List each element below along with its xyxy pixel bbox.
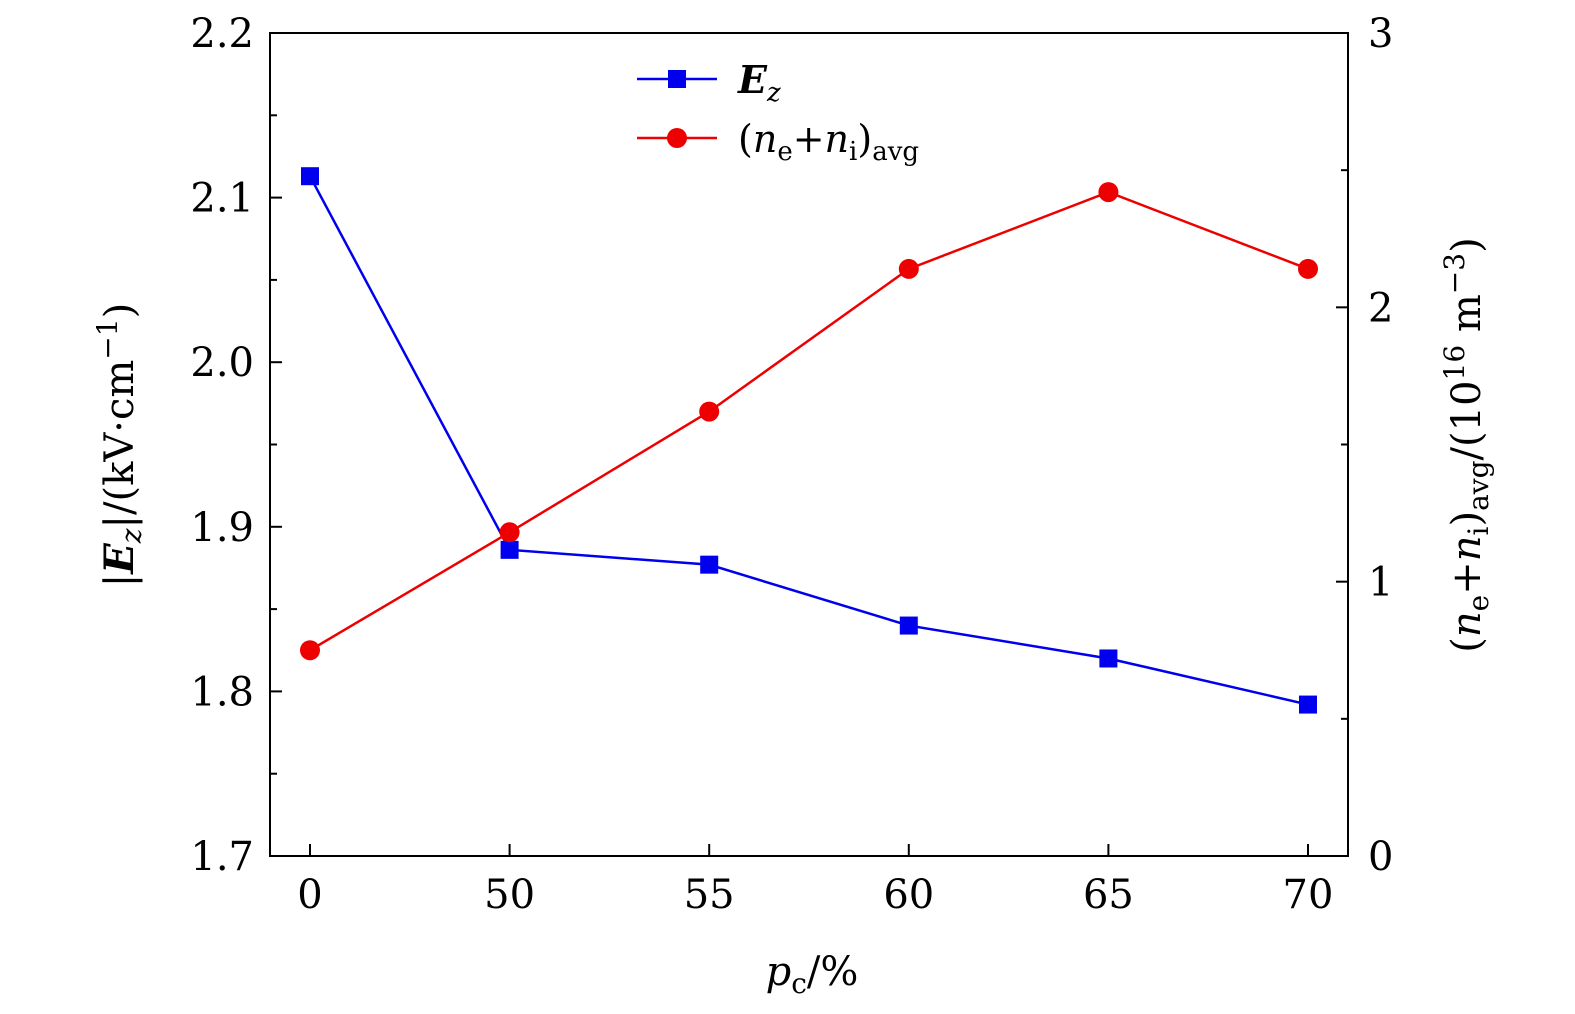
right-tick-label: 0 [1368,834,1393,880]
series-lines [308,175,1309,706]
right-axis-ticks: 0 1 2 3 [1336,11,1393,880]
left-tick-label: 2.2 [190,11,254,57]
left-tick-label: 1.9 [190,505,254,551]
legend-ez-marker [668,70,686,88]
legend-item-ez: Ez [637,57,781,108]
left-axis-ticks: 1.7 1.8 1.9 2.0 2.1 2.2 [190,11,282,880]
legend: Ez (ne+ni)avg [637,57,919,167]
ez-point [899,616,918,635]
left-tick-label: 2.1 [190,176,254,222]
density-point [499,522,520,543]
density-point [1098,182,1119,203]
x-tick-label: 65 [1083,872,1134,918]
right-y-axis-label: (ne+ni)avg/(1016 m−3) [1438,237,1495,652]
legend-ez-label: Ez [737,57,781,108]
ez-point [500,540,519,559]
ez-point [1099,649,1118,668]
density-point [699,401,720,422]
left-tick-label: 1.8 [190,669,254,715]
x-tick-label: 60 [883,872,934,918]
ez-point [700,555,719,574]
legend-density-label: (ne+ni)avg [738,117,919,167]
legend-item-density: (ne+ni)avg [637,117,919,167]
left-tick-label: 2.0 [190,340,254,386]
right-tick-label: 3 [1368,11,1393,57]
density-point [1298,258,1318,279]
series-line-square [308,175,1309,706]
right-tick-label: 2 [1368,285,1393,331]
ez-point [301,167,319,186]
left-y-axis-label: |Ez|/(kV·cm−1) [91,303,148,587]
series-line-circle [309,190,1309,652]
right-tick-label: 1 [1368,560,1393,606]
x-tick-label: 0 [297,872,322,918]
x-tick-label: 50 [484,872,535,918]
x-tick-label: 70 [1283,872,1334,918]
legend-density-marker [667,128,687,148]
density-point [300,640,320,661]
series-markers [300,167,1318,714]
left-tick-label: 1.7 [190,834,254,880]
density-point [898,258,919,279]
x-axis-label: pc/% [766,949,859,1000]
x-axis-ticks: 0 50 55 60 65 70 [297,844,1333,918]
ez-point [1299,695,1317,714]
x-tick-label: 55 [684,872,735,918]
